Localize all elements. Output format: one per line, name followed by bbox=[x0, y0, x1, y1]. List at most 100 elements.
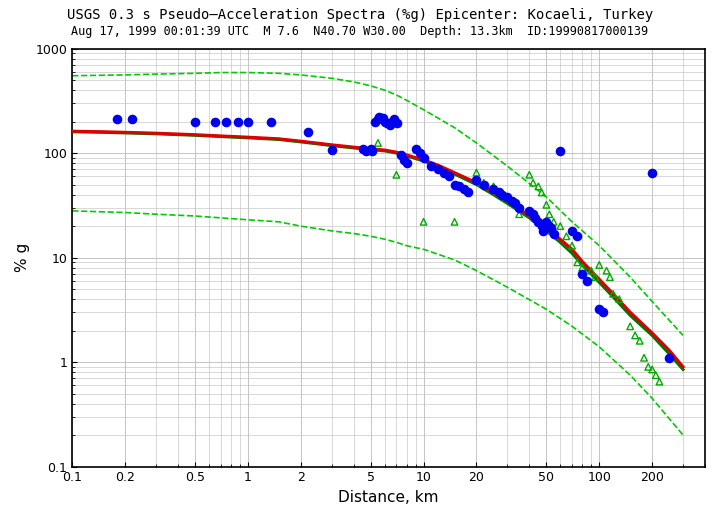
Point bbox=[523, 171, 535, 179]
Point bbox=[463, 188, 474, 197]
Point bbox=[647, 168, 658, 177]
Point bbox=[210, 118, 221, 126]
Point bbox=[533, 182, 544, 190]
Point bbox=[554, 222, 566, 230]
Point bbox=[391, 171, 402, 179]
Point bbox=[663, 354, 675, 362]
Point bbox=[496, 190, 508, 199]
Point bbox=[548, 229, 559, 238]
Point bbox=[384, 121, 395, 129]
Point bbox=[604, 273, 616, 281]
Point bbox=[365, 145, 377, 153]
Point bbox=[533, 218, 544, 226]
Point bbox=[544, 222, 555, 230]
Point bbox=[502, 193, 513, 201]
Point bbox=[593, 305, 605, 314]
Point bbox=[529, 214, 541, 222]
Point bbox=[572, 232, 583, 240]
Point bbox=[566, 241, 577, 250]
Point bbox=[654, 378, 665, 386]
Point bbox=[634, 336, 646, 345]
Point bbox=[401, 159, 413, 167]
Point bbox=[536, 188, 547, 197]
Point bbox=[600, 266, 612, 275]
Point bbox=[376, 114, 387, 123]
Y-axis label: % g: % g bbox=[15, 243, 30, 272]
Point bbox=[545, 224, 557, 232]
Point bbox=[548, 218, 559, 226]
Point bbox=[392, 119, 403, 127]
Point bbox=[377, 114, 389, 123]
X-axis label: Distance, km: Distance, km bbox=[338, 490, 439, 505]
Point bbox=[369, 118, 381, 126]
Point bbox=[541, 201, 552, 209]
Point bbox=[410, 145, 421, 153]
Point bbox=[597, 308, 608, 316]
Point bbox=[386, 118, 397, 126]
Point bbox=[561, 232, 572, 240]
Point bbox=[590, 273, 601, 281]
Point bbox=[372, 139, 384, 147]
Point bbox=[372, 115, 384, 124]
Point bbox=[478, 178, 490, 187]
Point bbox=[544, 210, 555, 218]
Point bbox=[639, 354, 650, 362]
Point bbox=[507, 197, 518, 205]
Point bbox=[527, 210, 539, 218]
Point bbox=[242, 118, 253, 126]
Point bbox=[189, 118, 201, 126]
Point bbox=[395, 151, 406, 160]
Point bbox=[494, 188, 505, 197]
Point bbox=[459, 185, 470, 193]
Point bbox=[593, 261, 605, 269]
Point bbox=[509, 199, 521, 207]
Point bbox=[438, 168, 449, 177]
Point bbox=[418, 218, 429, 226]
Point bbox=[388, 115, 400, 124]
Point bbox=[527, 178, 539, 187]
Point bbox=[418, 154, 429, 162]
Point bbox=[326, 146, 338, 154]
Point bbox=[581, 277, 593, 285]
Point bbox=[471, 168, 482, 177]
Point bbox=[572, 258, 583, 267]
Point bbox=[608, 290, 619, 298]
Point bbox=[357, 145, 369, 153]
Point bbox=[449, 180, 460, 189]
Point bbox=[471, 176, 482, 185]
Point bbox=[379, 118, 390, 126]
Point bbox=[425, 162, 436, 171]
Point bbox=[538, 227, 549, 235]
Point bbox=[647, 366, 658, 374]
Text: USGS 0.3 s Pseudo–Acceleration Spectra (%g) Epicenter: Kocaeli, Turkey: USGS 0.3 s Pseudo–Acceleration Spectra (… bbox=[67, 8, 653, 22]
Point bbox=[220, 118, 232, 126]
Point bbox=[366, 147, 378, 155]
Point bbox=[449, 218, 460, 226]
Point bbox=[487, 185, 499, 193]
Point bbox=[360, 147, 372, 155]
Point bbox=[513, 203, 525, 212]
Point bbox=[374, 113, 385, 122]
Point bbox=[382, 119, 393, 127]
Point bbox=[513, 210, 525, 218]
Point bbox=[536, 222, 547, 230]
Point bbox=[642, 363, 654, 371]
Point bbox=[302, 127, 314, 136]
Point bbox=[127, 115, 138, 124]
Point bbox=[502, 193, 513, 201]
Point bbox=[398, 157, 410, 165]
Point bbox=[541, 218, 552, 226]
Text: Aug 17, 1999 00:01:39 UTC  M 7.6  N40.70 W30.00  Depth: 13.3km  ID:1999081700013: Aug 17, 1999 00:01:39 UTC M 7.6 N40.70 W… bbox=[71, 25, 649, 38]
Point bbox=[444, 172, 455, 180]
Point bbox=[432, 165, 444, 174]
Point bbox=[487, 182, 499, 190]
Point bbox=[624, 322, 636, 331]
Point bbox=[478, 180, 490, 189]
Point bbox=[554, 147, 566, 155]
Point bbox=[613, 295, 625, 303]
Point bbox=[112, 115, 123, 124]
Point bbox=[577, 269, 588, 278]
Point bbox=[585, 266, 597, 275]
Point bbox=[577, 264, 588, 272]
Point bbox=[523, 207, 535, 215]
